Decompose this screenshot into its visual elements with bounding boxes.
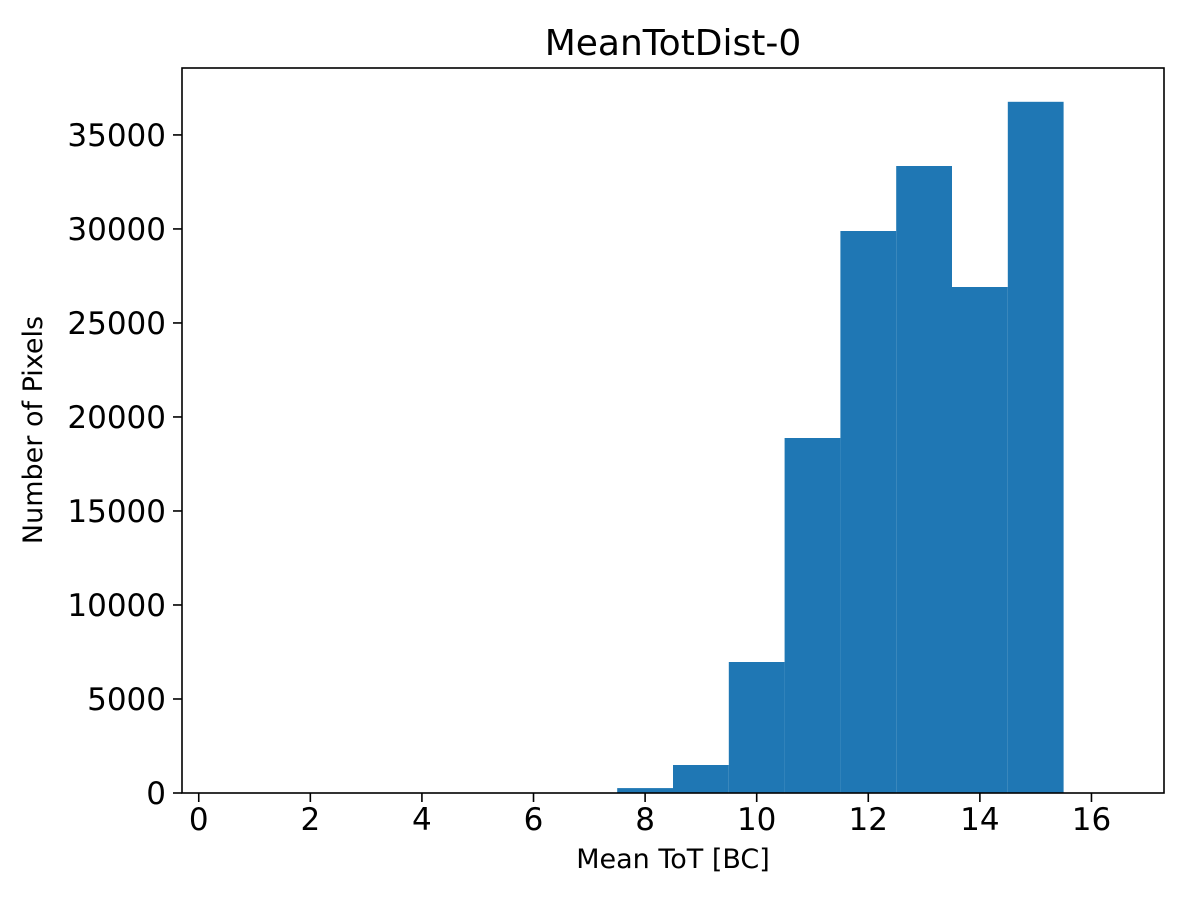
- y-tick-label: 30000: [67, 212, 166, 248]
- x-axis-label: Mean ToT [BC]: [576, 844, 770, 875]
- x-tick-label: 10: [737, 802, 776, 838]
- histogram-bar: [673, 765, 729, 793]
- y-tick-label: 20000: [67, 400, 166, 436]
- histogram-bar: [952, 287, 1008, 793]
- y-tick-label: 10000: [67, 588, 166, 624]
- x-tick-label: 6: [524, 802, 544, 838]
- y-tick-label: 25000: [67, 306, 166, 342]
- x-tick-label: 2: [300, 802, 320, 838]
- y-tick-label: 15000: [67, 494, 166, 530]
- histogram-bar: [840, 231, 897, 793]
- y-axis-label: Number of Pixels: [18, 316, 49, 544]
- y-tick-label: 5000: [87, 682, 166, 718]
- histogram-bar: [728, 662, 785, 793]
- histogram-bar: [1007, 101, 1064, 794]
- x-tick-label: 16: [1072, 802, 1111, 838]
- y-tick-label: 0: [146, 776, 166, 812]
- y-axis-ticks: 0 5000 10000 15000 20000 25000 30000 35000: [67, 118, 182, 812]
- x-tick-label: 12: [849, 802, 888, 838]
- x-axis-ticks: 0 2 4 6 8 10 12 14 16: [189, 793, 1111, 838]
- x-tick-label: 8: [635, 802, 655, 838]
- histogram-bar: [617, 788, 673, 793]
- histogram-bar: [784, 438, 841, 793]
- y-tick-label: 35000: [67, 118, 166, 154]
- plot-frame: [181, 67, 1165, 794]
- bars-group: [617, 101, 1064, 794]
- x-tick-label: 0: [189, 802, 209, 838]
- chart-title: MeanTotDist-0: [545, 23, 802, 64]
- histogram-bar: [896, 166, 952, 793]
- x-tick-label: 14: [960, 802, 999, 838]
- x-tick-label: 4: [412, 802, 432, 838]
